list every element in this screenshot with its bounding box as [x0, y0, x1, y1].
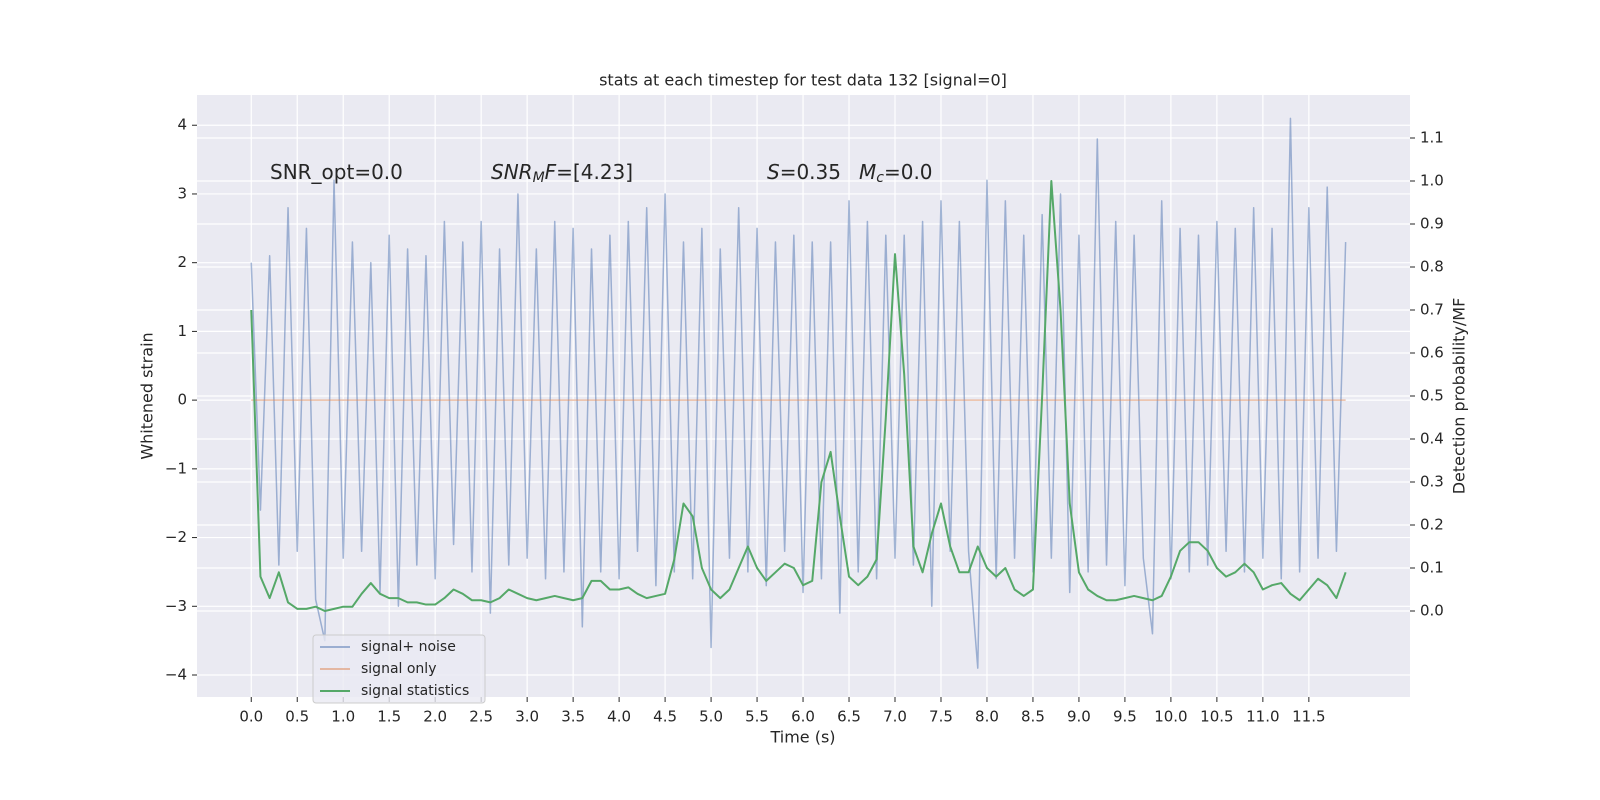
annotation-part: =0.35: [780, 160, 841, 184]
annotation-part: =[4.23]: [556, 160, 633, 184]
y-tick-label: 2: [177, 253, 187, 271]
x-tick-label: 9.5: [1113, 708, 1137, 726]
y-tick-label: −2: [165, 528, 187, 546]
x-tick-label: 7.5: [929, 708, 953, 726]
x-tick-label: 3.5: [561, 708, 585, 726]
legend-label: signal only: [361, 661, 436, 677]
x-tick-label: 8.0: [975, 708, 999, 726]
x-tick-label: 1.0: [331, 708, 355, 726]
series-line: [250, 117, 1347, 669]
x-tick-label: 11.0: [1246, 708, 1279, 726]
x-axis-label: Time (s): [769, 728, 835, 747]
y2-tick-label: 0.8: [1420, 258, 1444, 276]
series-line: [250, 180, 1347, 612]
y-tick-label: 0: [177, 391, 187, 409]
x-tick-label: 10.5: [1200, 708, 1233, 726]
annotation-part: SNR: [491, 160, 533, 184]
annotation: SNR_opt=0.0: [270, 160, 403, 184]
y2-tick-label: 0.1: [1420, 559, 1444, 577]
x-tick-label: 0.5: [285, 708, 309, 726]
chart-title: stats at each timestep for test data 132…: [599, 71, 1007, 90]
y2-tick-label: 0.4: [1420, 430, 1444, 448]
annotation-part: SNR_opt=0.0: [270, 160, 403, 184]
legend-box: [312, 634, 486, 704]
x-tick-label: 7.0: [883, 708, 907, 726]
legend-label: signal+ noise: [361, 639, 456, 655]
annotation: Mc=0.0: [859, 160, 933, 187]
annotation-part: M: [859, 160, 876, 184]
annotation: S=0.35: [767, 160, 841, 184]
y-tick-label: 4: [177, 116, 187, 134]
x-tick-label: 2.0: [423, 708, 447, 726]
x-tick-label: 4.5: [653, 708, 677, 726]
y2-tick-label: 1.1: [1420, 129, 1444, 147]
legend-label: signal statistics: [361, 683, 469, 699]
y2-tick-label: 0.3: [1420, 473, 1444, 491]
x-tick-label: 5.5: [745, 708, 769, 726]
x-tick-label: 5.0: [699, 708, 723, 726]
y-tick-label: −4: [165, 666, 187, 684]
x-tick-label: 10.0: [1154, 708, 1187, 726]
annotation-part: S: [767, 160, 780, 184]
y-tick-label: −1: [165, 459, 187, 477]
x-tick-label: 2.5: [469, 708, 493, 726]
annotation-part: M: [533, 170, 545, 186]
x-tick-label: 4.0: [607, 708, 631, 726]
x-tick-label: 8.5: [1021, 708, 1045, 726]
y-tick-label: 3: [177, 184, 187, 202]
y2-tick-label: 0.2: [1420, 516, 1444, 534]
x-tick-label: 1.5: [377, 708, 401, 726]
y2-axis-label: Detection probability/MF: [1450, 298, 1469, 495]
x-tick-label: 9.0: [1067, 708, 1091, 726]
y-tick-label: 1: [177, 322, 187, 340]
y2-tick-label: 0.6: [1420, 344, 1444, 362]
annotation-part: F: [545, 160, 557, 184]
y2-tick-label: 0.9: [1420, 215, 1444, 233]
x-tick-label: 3.0: [515, 708, 539, 726]
y-axis-label: Whitened strain: [138, 332, 157, 459]
x-tick-label: 0.0: [239, 708, 263, 726]
y2-tick-label: 0.0: [1420, 602, 1444, 620]
x-tick-label: 11.5: [1292, 708, 1325, 726]
y2-tick-label: 0.7: [1420, 301, 1444, 319]
y-tick-label: −3: [165, 597, 187, 615]
annotation: SNRMF=[4.23]: [491, 160, 633, 187]
y2-tick-label: 1.0: [1420, 172, 1444, 190]
annotation-part: =0.0: [884, 160, 933, 184]
x-tick-label: 6.5: [837, 708, 861, 726]
annotation-part: c: [876, 170, 884, 186]
y2-tick-label: 0.5: [1420, 387, 1444, 405]
x-tick-label: 6.0: [791, 708, 815, 726]
